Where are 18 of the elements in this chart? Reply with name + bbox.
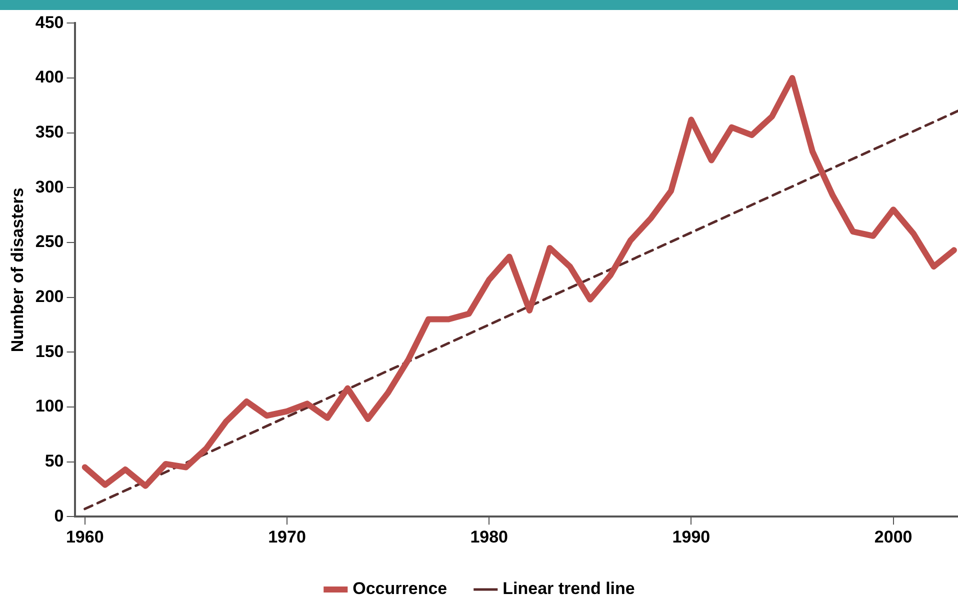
y-axis-title: Number of disasters: [8, 188, 27, 352]
y-tick-label: 150: [35, 342, 64, 361]
legend-label: Occurrence: [352, 579, 448, 598]
y-tick-label: 350: [35, 122, 64, 142]
legend-label: Linear trend line: [502, 579, 635, 598]
y-tick-label: 300: [35, 177, 64, 196]
y-tick-label: 50: [44, 451, 64, 470]
x-tick-label: 1960: [66, 527, 104, 546]
x-tick-label: 1990: [672, 527, 710, 546]
x-tick-label: 2000: [874, 527, 912, 546]
x-tick-label: 1970: [268, 527, 306, 546]
y-tick-label: 0: [54, 506, 64, 526]
y-tick-label: 100: [35, 396, 64, 416]
y-tick-label: 250: [35, 232, 64, 252]
x-tick-label: 1980: [470, 527, 508, 546]
y-tick-label: 450: [35, 12, 64, 32]
y-tick-label: 200: [35, 287, 64, 306]
y-tick-label: 400: [35, 68, 64, 87]
